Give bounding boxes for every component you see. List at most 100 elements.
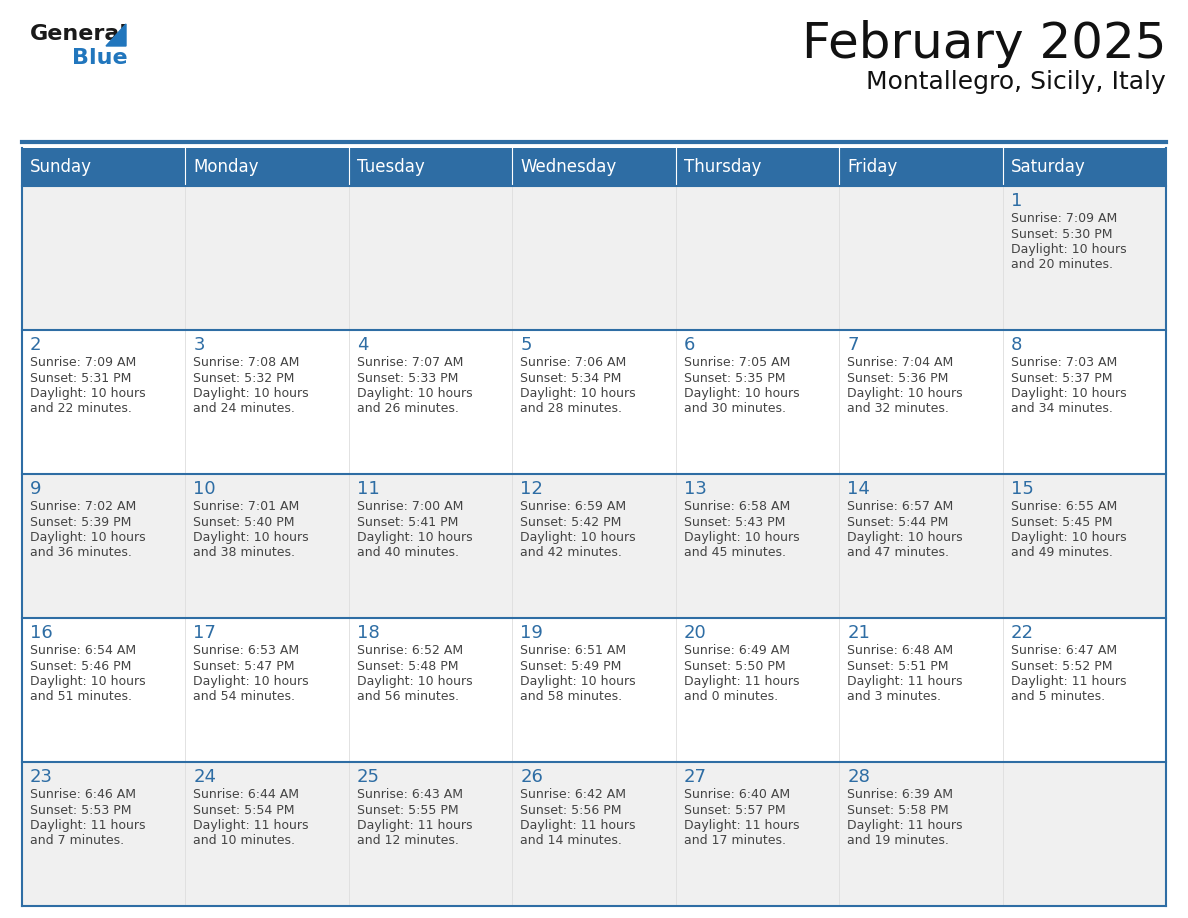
- Bar: [839, 186, 1003, 330]
- Bar: [349, 474, 512, 618]
- Text: 21: 21: [847, 624, 870, 642]
- Text: Sunset: 5:30 PM: Sunset: 5:30 PM: [1011, 228, 1112, 241]
- Bar: [349, 186, 512, 330]
- Text: Sunrise: 7:05 AM: Sunrise: 7:05 AM: [684, 356, 790, 369]
- Text: Sunset: 5:44 PM: Sunset: 5:44 PM: [847, 516, 948, 529]
- Text: 24: 24: [194, 768, 216, 786]
- Text: Daylight: 10 hours: Daylight: 10 hours: [1011, 243, 1126, 256]
- Text: 6: 6: [684, 336, 695, 354]
- Text: Daylight: 11 hours: Daylight: 11 hours: [684, 675, 800, 688]
- Text: Sunset: 5:42 PM: Sunset: 5:42 PM: [520, 516, 621, 529]
- Text: 20: 20: [684, 624, 707, 642]
- Text: Sunday: Sunday: [30, 158, 91, 176]
- Text: 19: 19: [520, 624, 543, 642]
- Text: Sunrise: 6:59 AM: Sunrise: 6:59 AM: [520, 500, 626, 513]
- Text: and 32 minutes.: and 32 minutes.: [847, 402, 949, 416]
- Bar: [349, 330, 512, 474]
- Text: Daylight: 10 hours: Daylight: 10 hours: [847, 531, 962, 544]
- Text: Tuesday: Tuesday: [356, 158, 424, 176]
- Text: Sunrise: 6:52 AM: Sunrise: 6:52 AM: [356, 644, 463, 657]
- Text: Sunrise: 6:40 AM: Sunrise: 6:40 AM: [684, 788, 790, 801]
- Text: Sunrise: 7:01 AM: Sunrise: 7:01 AM: [194, 500, 299, 513]
- Bar: [23, 186, 185, 330]
- Text: Sunrise: 7:06 AM: Sunrise: 7:06 AM: [520, 356, 626, 369]
- Text: Sunrise: 6:57 AM: Sunrise: 6:57 AM: [847, 500, 954, 513]
- Text: Sunrise: 7:03 AM: Sunrise: 7:03 AM: [1011, 356, 1117, 369]
- Bar: [676, 148, 839, 186]
- Bar: [23, 330, 185, 474]
- Bar: [1003, 186, 1165, 330]
- Bar: [512, 186, 676, 330]
- Bar: [512, 618, 676, 762]
- Bar: [349, 618, 512, 762]
- Text: 15: 15: [1011, 480, 1034, 498]
- Text: Sunset: 5:46 PM: Sunset: 5:46 PM: [30, 659, 132, 673]
- Text: Daylight: 11 hours: Daylight: 11 hours: [194, 819, 309, 832]
- Text: Sunset: 5:39 PM: Sunset: 5:39 PM: [30, 516, 132, 529]
- Text: Blue: Blue: [72, 48, 127, 68]
- Bar: [839, 330, 1003, 474]
- Text: and 51 minutes.: and 51 minutes.: [30, 690, 132, 703]
- Text: and 22 minutes.: and 22 minutes.: [30, 402, 132, 416]
- Text: Sunrise: 7:04 AM: Sunrise: 7:04 AM: [847, 356, 954, 369]
- Text: Montallegro, Sicily, Italy: Montallegro, Sicily, Italy: [866, 70, 1165, 94]
- Text: and 42 minutes.: and 42 minutes.: [520, 546, 623, 559]
- Text: Sunrise: 6:55 AM: Sunrise: 6:55 AM: [1011, 500, 1117, 513]
- Text: Sunrise: 6:53 AM: Sunrise: 6:53 AM: [194, 644, 299, 657]
- Text: Daylight: 10 hours: Daylight: 10 hours: [356, 531, 473, 544]
- Text: Sunset: 5:33 PM: Sunset: 5:33 PM: [356, 372, 459, 385]
- Bar: [1003, 618, 1165, 762]
- Text: 27: 27: [684, 768, 707, 786]
- Text: Sunset: 5:58 PM: Sunset: 5:58 PM: [847, 803, 949, 816]
- Text: 11: 11: [356, 480, 380, 498]
- Text: and 12 minutes.: and 12 minutes.: [356, 834, 459, 847]
- Text: Daylight: 10 hours: Daylight: 10 hours: [684, 531, 800, 544]
- Bar: [1003, 474, 1165, 618]
- Text: 4: 4: [356, 336, 368, 354]
- Text: Sunset: 5:57 PM: Sunset: 5:57 PM: [684, 803, 785, 816]
- Text: 13: 13: [684, 480, 707, 498]
- Text: and 49 minutes.: and 49 minutes.: [1011, 546, 1112, 559]
- Text: and 54 minutes.: and 54 minutes.: [194, 690, 296, 703]
- Text: Sunrise: 7:00 AM: Sunrise: 7:00 AM: [356, 500, 463, 513]
- Text: Sunset: 5:31 PM: Sunset: 5:31 PM: [30, 372, 132, 385]
- Text: and 14 minutes.: and 14 minutes.: [520, 834, 623, 847]
- Text: Sunset: 5:35 PM: Sunset: 5:35 PM: [684, 372, 785, 385]
- Bar: [839, 474, 1003, 618]
- Text: 2: 2: [30, 336, 42, 354]
- Text: Sunset: 5:56 PM: Sunset: 5:56 PM: [520, 803, 621, 816]
- Text: and 38 minutes.: and 38 minutes.: [194, 546, 296, 559]
- Text: February 2025: February 2025: [802, 20, 1165, 68]
- Text: Sunrise: 6:39 AM: Sunrise: 6:39 AM: [847, 788, 953, 801]
- Text: Daylight: 10 hours: Daylight: 10 hours: [520, 387, 636, 400]
- Text: 22: 22: [1011, 624, 1034, 642]
- Bar: [185, 148, 349, 186]
- Text: 18: 18: [356, 624, 380, 642]
- Text: Daylight: 11 hours: Daylight: 11 hours: [1011, 675, 1126, 688]
- Text: Daylight: 10 hours: Daylight: 10 hours: [30, 675, 146, 688]
- Text: Daylight: 11 hours: Daylight: 11 hours: [520, 819, 636, 832]
- Text: Sunrise: 7:08 AM: Sunrise: 7:08 AM: [194, 356, 299, 369]
- Text: and 45 minutes.: and 45 minutes.: [684, 546, 785, 559]
- Bar: [185, 186, 349, 330]
- Text: Sunset: 5:51 PM: Sunset: 5:51 PM: [847, 659, 949, 673]
- Text: Sunset: 5:52 PM: Sunset: 5:52 PM: [1011, 659, 1112, 673]
- Text: Sunset: 5:41 PM: Sunset: 5:41 PM: [356, 516, 459, 529]
- Text: 3: 3: [194, 336, 204, 354]
- Text: and 20 minutes.: and 20 minutes.: [1011, 259, 1113, 272]
- Bar: [512, 330, 676, 474]
- Bar: [676, 330, 839, 474]
- Text: and 40 minutes.: and 40 minutes.: [356, 546, 459, 559]
- Text: Sunrise: 6:42 AM: Sunrise: 6:42 AM: [520, 788, 626, 801]
- Text: and 5 minutes.: and 5 minutes.: [1011, 690, 1105, 703]
- Text: and 7 minutes.: and 7 minutes.: [30, 834, 124, 847]
- Text: Sunrise: 7:02 AM: Sunrise: 7:02 AM: [30, 500, 137, 513]
- Text: 10: 10: [194, 480, 216, 498]
- Text: General: General: [30, 24, 128, 44]
- Text: Sunset: 5:50 PM: Sunset: 5:50 PM: [684, 659, 785, 673]
- Bar: [1003, 330, 1165, 474]
- Text: Daylight: 10 hours: Daylight: 10 hours: [356, 675, 473, 688]
- Text: Daylight: 10 hours: Daylight: 10 hours: [194, 387, 309, 400]
- Text: and 26 minutes.: and 26 minutes.: [356, 402, 459, 416]
- Text: Sunset: 5:48 PM: Sunset: 5:48 PM: [356, 659, 459, 673]
